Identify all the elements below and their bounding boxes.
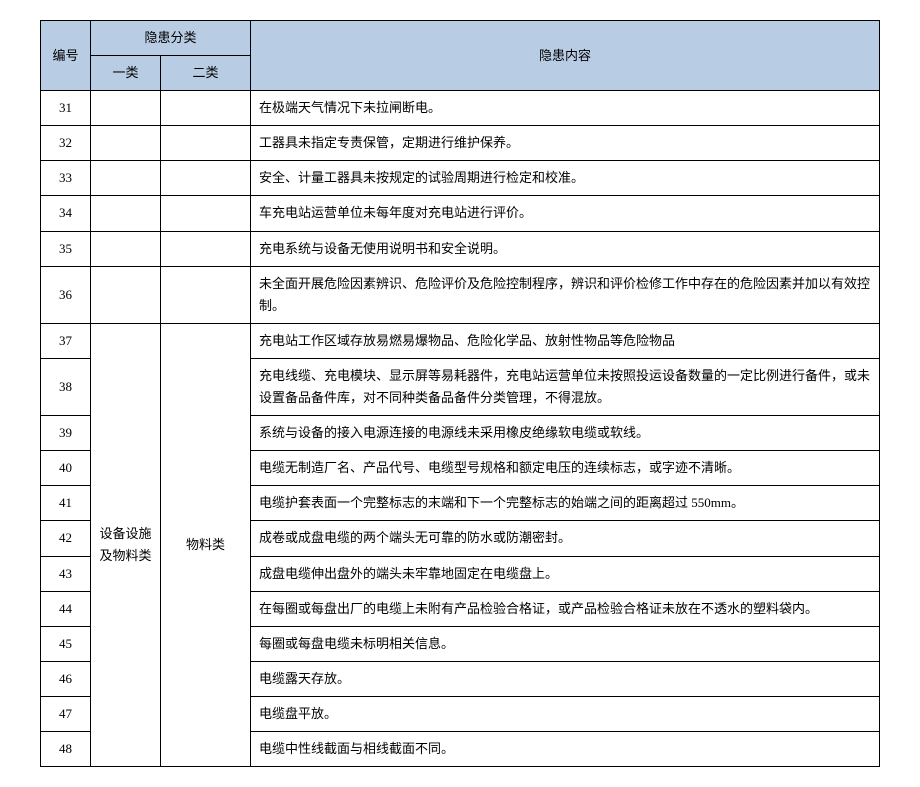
cell-num: 35	[41, 231, 91, 266]
cell-cat2	[161, 126, 251, 161]
table-row: 32 工器具未指定专责保管，定期进行维护保养。	[41, 126, 880, 161]
cell-content: 工器具未指定专责保管，定期进行维护保养。	[251, 126, 880, 161]
cell-content: 电缆无制造厂名、产品代号、电缆型号规格和额定电压的连续标志，或字迹不清晰。	[251, 451, 880, 486]
header-cat1: 一类	[91, 56, 161, 91]
cell-content: 未全面开展危险因素辨识、危险评价及危险控制程序，辨识和评价检修工作中存在的危险因…	[251, 266, 880, 323]
table-body: 31在极端天气情况下未拉闸断电。32工器具未指定专责保管，定期进行维护保养。33…	[41, 91, 880, 767]
header-cat2: 二类	[161, 56, 251, 91]
cell-cat1	[91, 231, 161, 266]
cell-cat2	[161, 91, 251, 126]
cell-content: 电缆盘平放。	[251, 696, 880, 731]
table-row: 35 充电系统与设备无使用说明书和安全说明。	[41, 231, 880, 266]
cell-content: 电缆露天存放。	[251, 661, 880, 696]
cell-cat1	[91, 91, 161, 126]
cell-cat1-merged: 设备设施及物料类	[91, 323, 161, 766]
table-row: 34 车充电站运营单位未每年度对充电站进行评价。	[41, 196, 880, 231]
cell-cat2	[161, 231, 251, 266]
cell-content: 系统与设备的接入电源连接的电源线未采用橡皮绝缘软电缆或软线。	[251, 416, 880, 451]
header-num: 编号	[41, 21, 91, 91]
header-content: 隐患内容	[251, 21, 880, 91]
cell-num: 33	[41, 161, 91, 196]
header-category-group: 隐患分类	[91, 21, 251, 56]
cell-content: 充电线缆、充电模块、显示屏等易耗器件，充电站运营单位未按照投运设备数量的一定比例…	[251, 358, 880, 415]
cell-cat1	[91, 196, 161, 231]
cell-num: 31	[41, 91, 91, 126]
cell-cat1	[91, 161, 161, 196]
cell-cat1	[91, 266, 161, 323]
cell-cat1	[91, 126, 161, 161]
cell-num: 36	[41, 266, 91, 323]
cell-content: 车充电站运营单位未每年度对充电站进行评价。	[251, 196, 880, 231]
cell-num: 48	[41, 731, 91, 766]
cell-content: 成卷或成盘电缆的两个端头无可靠的防水或防潮密封。	[251, 521, 880, 556]
cell-num: 34	[41, 196, 91, 231]
cell-num: 32	[41, 126, 91, 161]
cell-content: 成盘电缆伸出盘外的端头未牢靠地固定在电缆盘上。	[251, 556, 880, 591]
cell-content: 电缆中性线截面与相线截面不同。	[251, 731, 880, 766]
cell-num: 40	[41, 451, 91, 486]
cell-cat2	[161, 266, 251, 323]
cell-num: 42	[41, 521, 91, 556]
table-row: 36 未全面开展危险因素辨识、危险评价及危险控制程序，辨识和评价检修工作中存在的危…	[41, 266, 880, 323]
table-row: 33 安全、计量工器具未按规定的试验周期进行检定和校准。	[41, 161, 880, 196]
cell-content: 在每圈或每盘出厂的电缆上未附有产品检验合格证，或产品检验合格证未放在不透水的塑料…	[251, 591, 880, 626]
cell-num: 45	[41, 626, 91, 661]
cell-cat2	[161, 196, 251, 231]
cell-num: 47	[41, 696, 91, 731]
cell-content: 充电系统与设备无使用说明书和安全说明。	[251, 231, 880, 266]
table-header: 编号 隐患分类 隐患内容 一类 二类	[41, 21, 880, 91]
cell-num: 46	[41, 661, 91, 696]
cell-num: 43	[41, 556, 91, 591]
cell-content: 电缆护套表面一个完整标志的末端和下一个完整标志的始端之间的距离超过 550mm。	[251, 486, 880, 521]
cell-num: 38	[41, 358, 91, 415]
cell-num: 41	[41, 486, 91, 521]
cell-content: 每圈或每盘电缆未标明相关信息。	[251, 626, 880, 661]
cell-cat2	[161, 161, 251, 196]
cell-content: 在极端天气情况下未拉闸断电。	[251, 91, 880, 126]
table-row: 37设备设施及物料类物料类充电站工作区域存放易燃易爆物品、危险化学品、放射性物品…	[41, 323, 880, 358]
cell-num: 44	[41, 591, 91, 626]
table-row: 31 在极端天气情况下未拉闸断电。	[41, 91, 880, 126]
cell-num: 39	[41, 416, 91, 451]
cell-cat2-merged: 物料类	[161, 323, 251, 766]
cell-num: 37	[41, 323, 91, 358]
cell-content: 安全、计量工器具未按规定的试验周期进行检定和校准。	[251, 161, 880, 196]
cell-content: 充电站工作区域存放易燃易爆物品、危险化学品、放射性物品等危险物品	[251, 323, 880, 358]
hazard-table: 编号 隐患分类 隐患内容 一类 二类 31 在极端天气情况下未拉闸断电。 32 工器具…	[40, 20, 880, 767]
